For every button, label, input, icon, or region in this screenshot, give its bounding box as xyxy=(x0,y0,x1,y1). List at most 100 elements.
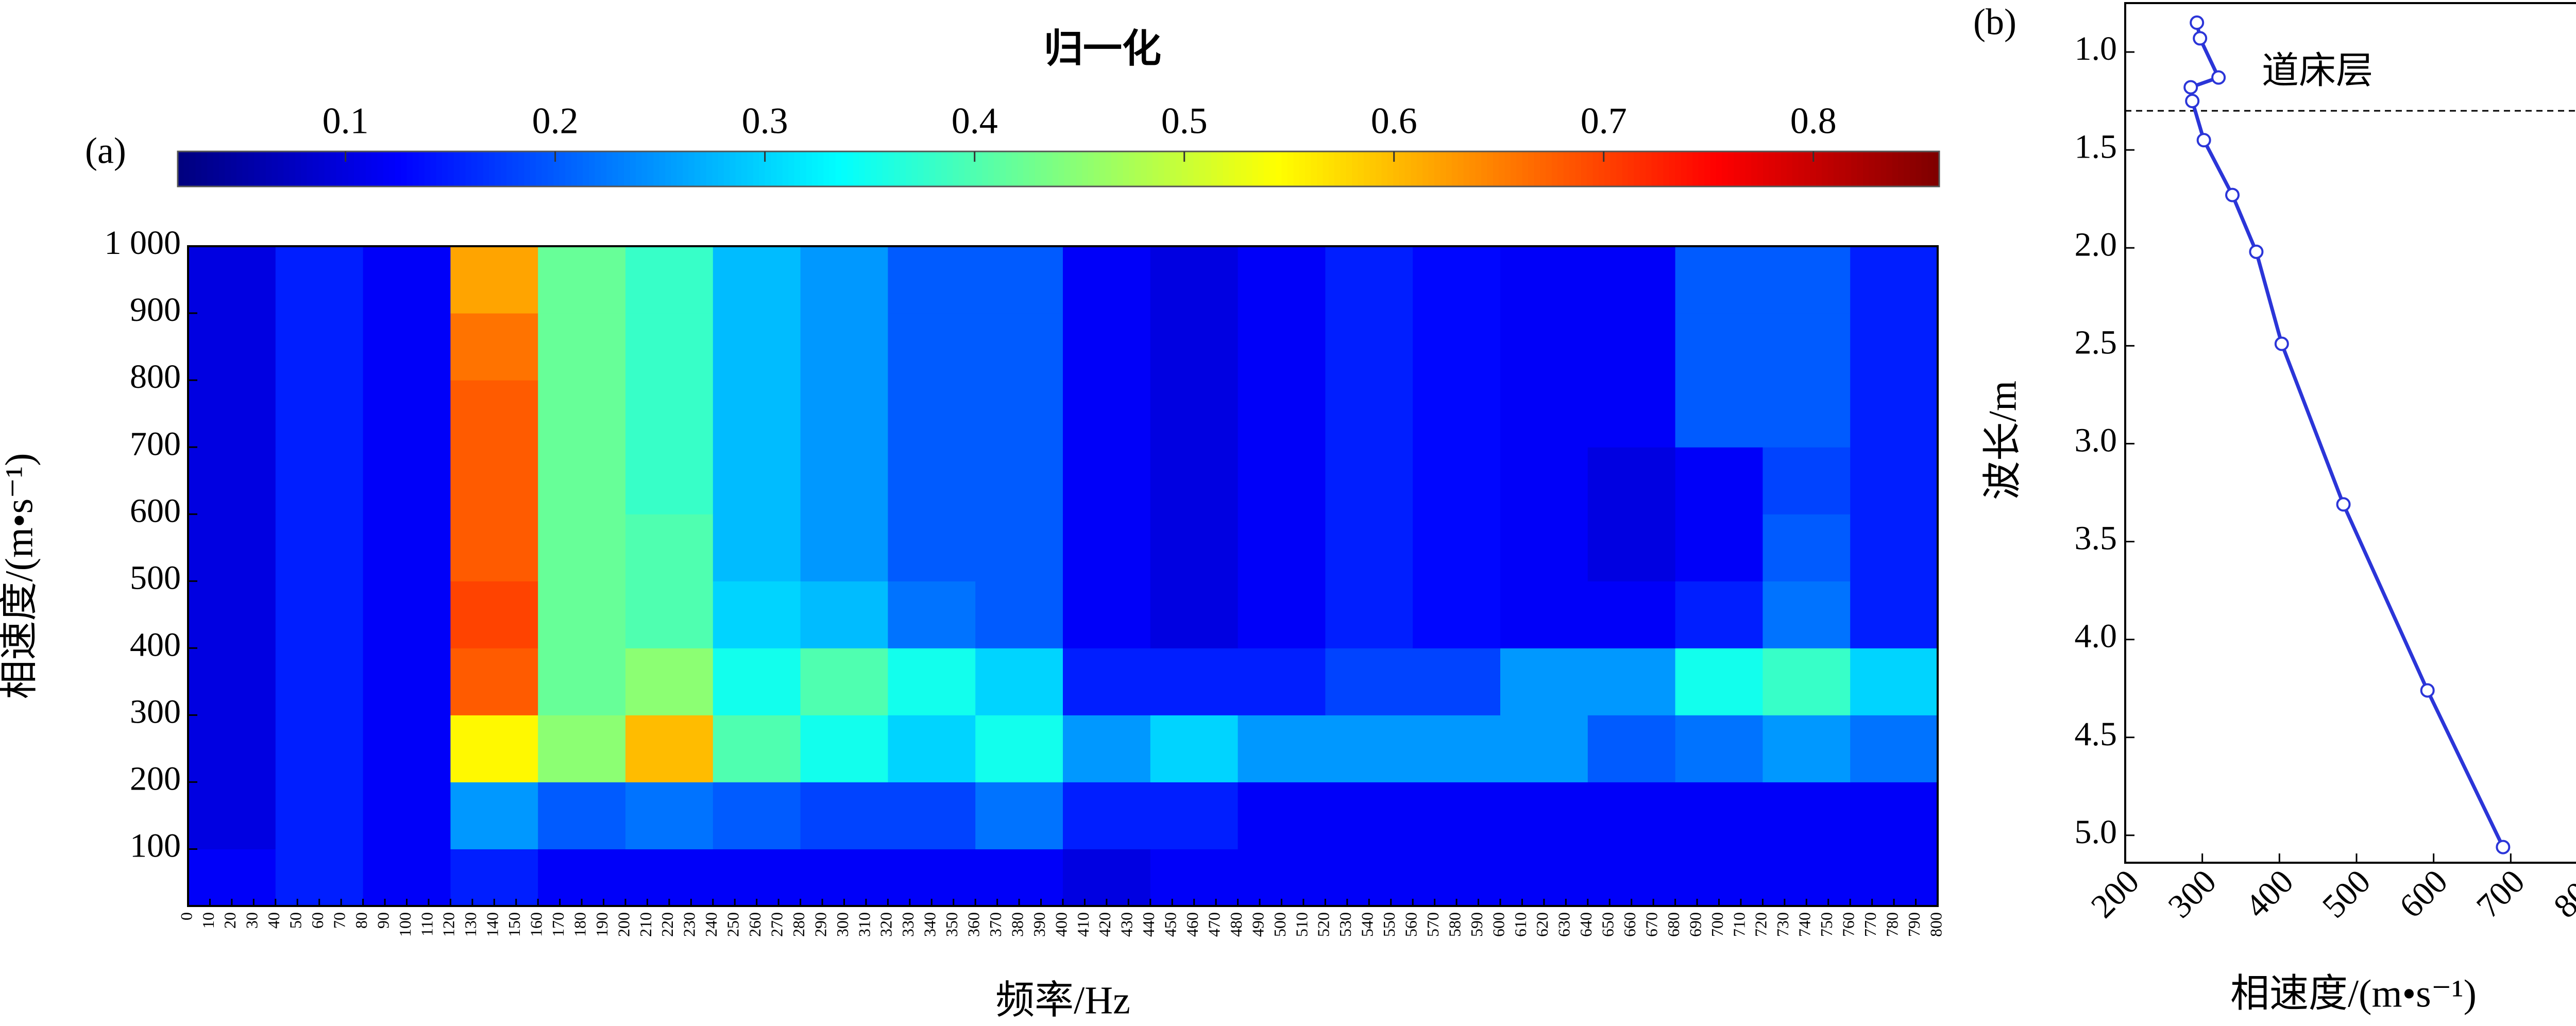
colorbar-swatch xyxy=(1639,151,1647,186)
x-tick-label: 310 xyxy=(855,912,873,937)
heatmap-cell xyxy=(1413,514,1501,582)
x-tick-label: 670 xyxy=(1642,912,1660,937)
colorbar-swatch xyxy=(1686,151,1693,186)
colorbar-swatch xyxy=(1323,151,1329,186)
x-tick-label: 40 xyxy=(264,912,283,929)
colorbar-swatch xyxy=(1217,151,1224,186)
colorbar-swatch xyxy=(1704,151,1711,186)
heatmap-cell xyxy=(1500,648,1588,715)
heatmap-cell xyxy=(1325,447,1413,515)
x-tick-label: 610 xyxy=(1511,912,1530,937)
colorbar-swatch xyxy=(700,151,707,186)
colorbar-swatch xyxy=(1822,151,1828,186)
heatmap-cell xyxy=(800,849,888,907)
heatmap-cell xyxy=(888,581,976,648)
y-tick-label: 4.5 xyxy=(2075,715,2117,753)
heatmap-cell xyxy=(1325,246,1413,314)
colorbar-tick-label: 0.6 xyxy=(1371,100,1417,142)
x-tick-label: 330 xyxy=(899,912,917,937)
heatmap-cell xyxy=(450,581,538,648)
colorbar-swatch xyxy=(289,151,296,186)
colorbar-swatch xyxy=(917,151,924,186)
colorbar-swatch xyxy=(1469,151,1476,186)
colorbar-swatch xyxy=(1082,151,1089,186)
heatmap-cell xyxy=(188,514,276,582)
heatmap-cell xyxy=(1850,648,1938,715)
heatmap-cell xyxy=(1500,782,1588,849)
colorbar-swatch xyxy=(1328,151,1335,186)
x-tick-label: 780 xyxy=(1883,912,1901,937)
heatmap-cell xyxy=(1238,648,1326,715)
colorbar-swatch xyxy=(1064,151,1071,186)
colorbar-swatch xyxy=(448,151,454,186)
x-tick-label: 660 xyxy=(1620,912,1639,937)
x-tick-label: 800 xyxy=(2547,863,2576,926)
colorbar-swatch xyxy=(307,151,314,186)
x-tick-label: 120 xyxy=(439,912,458,937)
colorbar-swatch xyxy=(665,151,672,186)
colorbar-swatch xyxy=(958,151,965,186)
x-tick-label: 440 xyxy=(1139,912,1158,937)
colorbar-swatch xyxy=(183,151,190,186)
heatmap-cell xyxy=(1850,313,1938,381)
colorbar-swatch xyxy=(571,151,578,186)
heatmap-cell xyxy=(800,648,888,715)
x-tick-label: 260 xyxy=(745,912,764,937)
colorbar-swatch xyxy=(841,151,848,186)
heatmap-cell xyxy=(1238,447,1326,515)
x-tick-label: 560 xyxy=(1402,912,1420,937)
colorbar-swatch xyxy=(1869,151,1875,186)
colorbar-swatch xyxy=(794,151,801,186)
colorbar-swatch xyxy=(360,151,366,186)
x-tick-label: 190 xyxy=(592,912,611,937)
y-tick-label: 5.0 xyxy=(2075,813,2117,851)
colorbar-swatch xyxy=(741,151,748,186)
heatmap-cell xyxy=(275,514,364,582)
colorbar-swatch xyxy=(865,151,871,186)
colorbar-swatch xyxy=(823,151,831,186)
heatmap-cell xyxy=(538,246,626,314)
colorbar-swatch xyxy=(1722,151,1728,186)
colorbar-swatch xyxy=(1710,151,1717,186)
x-tick-label: 760 xyxy=(1839,912,1858,937)
heatmap-cell xyxy=(1063,715,1151,782)
x-tick-label: 460 xyxy=(1183,912,1201,937)
heatmap-cell xyxy=(450,447,538,515)
y-tick-label: 600 xyxy=(130,492,181,529)
heatmap-cell xyxy=(888,447,976,515)
colorbar-swatch xyxy=(1287,151,1294,186)
x-tick-label: 800 xyxy=(1926,912,1945,937)
data-point xyxy=(2420,683,2435,698)
colorbar-swatch xyxy=(541,151,548,186)
x-tick-label: 730 xyxy=(1773,912,1792,937)
colorbar-tick-label: 0.1 xyxy=(323,100,369,142)
heatmap-cell xyxy=(713,514,801,582)
heatmap-cell xyxy=(888,648,976,715)
panel-label: (a) xyxy=(85,130,126,172)
colorbar-swatch xyxy=(1011,151,1018,186)
x-tick-label: 510 xyxy=(1292,912,1311,937)
colorbar-swatch xyxy=(1387,151,1394,186)
colorbar-swatch xyxy=(818,151,824,186)
colorbar-swatch xyxy=(1628,151,1635,186)
colorbar-swatch xyxy=(577,151,584,186)
heatmap-cell xyxy=(538,313,626,381)
colorbar-swatch xyxy=(1434,151,1441,186)
x-tick-label: 390 xyxy=(1030,912,1048,937)
colorbar-swatch xyxy=(946,151,954,186)
colorbar-swatch xyxy=(688,151,695,186)
colorbar-swatch xyxy=(671,151,677,186)
heatmap-cell xyxy=(800,581,888,648)
colorbar-frame xyxy=(177,150,1940,187)
heatmap-cell xyxy=(1500,380,1588,448)
colorbar-swatch xyxy=(676,151,684,186)
colorbar-swatch xyxy=(1416,151,1423,186)
heatmap-cell xyxy=(450,715,538,782)
heatmap-cell xyxy=(188,581,276,648)
y-tick-label: 200 xyxy=(130,760,181,798)
colorbar-swatch xyxy=(771,151,777,186)
heatmap-cell xyxy=(625,380,714,448)
x-tick-label: 220 xyxy=(658,912,676,937)
heatmap-cell xyxy=(625,782,714,849)
heatmap-cell xyxy=(1587,581,1676,648)
